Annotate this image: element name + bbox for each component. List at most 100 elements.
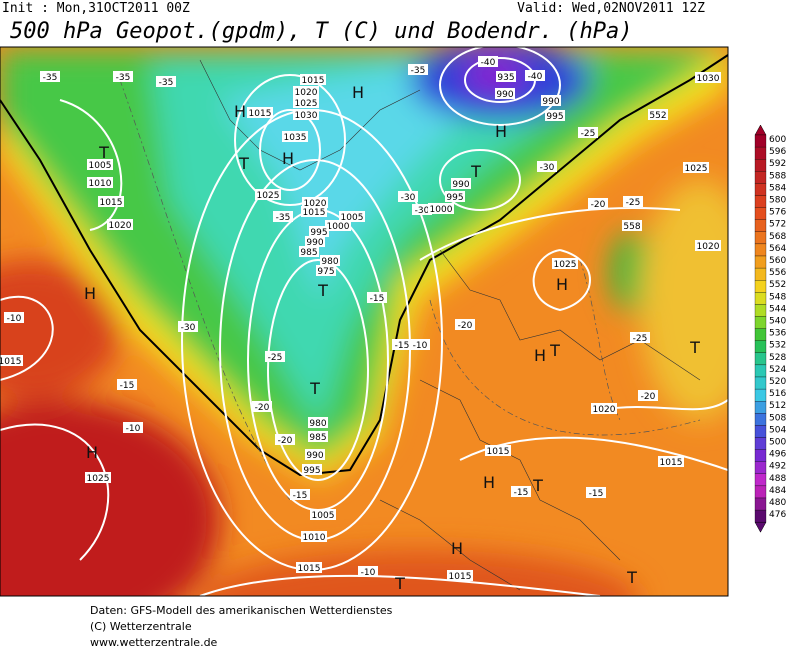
label-box: [87, 177, 113, 188]
pressure-center: T: [549, 341, 560, 360]
contour-label: 1015: [660, 458, 683, 468]
label-box: [85, 472, 111, 483]
label-box: [117, 379, 137, 390]
pressure-center: T: [238, 154, 249, 173]
colorbar-label: 556: [769, 268, 786, 278]
label-box: [178, 321, 198, 332]
contour-label: 985: [300, 248, 317, 258]
pressure-center: H: [483, 473, 495, 492]
contour-label: 1030: [295, 111, 318, 121]
label-box: [255, 189, 281, 200]
pressure-center: H: [86, 443, 98, 462]
colorbar-swatch: [754, 183, 767, 196]
contour-label: 1010: [89, 179, 112, 189]
colorbar-swatch: [754, 401, 767, 414]
colorbar-swatch: [754, 485, 767, 499]
label-box: [496, 71, 516, 82]
label-box: [630, 332, 650, 343]
colorbar-swatch: [754, 195, 767, 208]
contour-label: -25: [626, 198, 641, 208]
label-box: [4, 312, 24, 323]
label-box: [301, 531, 327, 542]
valid-time: Valid: Wed,02NOV2011 12Z: [517, 1, 705, 16]
label-box: [586, 487, 606, 498]
colorbar-label: 548: [769, 292, 786, 302]
label-box: [552, 258, 578, 269]
contour-label: -10: [126, 424, 141, 434]
colorbar-label: 524: [769, 365, 786, 375]
label-box: [301, 206, 327, 217]
label-box: [525, 70, 545, 81]
colorbar-swatch: [754, 376, 767, 390]
label-box: [339, 211, 365, 222]
colorbar-swatch: [754, 292, 767, 305]
label-box: [300, 74, 326, 85]
pressure-center: T: [626, 568, 637, 587]
contour-label: 935: [497, 73, 514, 83]
contour-label: 1020: [697, 242, 720, 252]
contour-label: 1015: [0, 357, 21, 367]
colorbar-swatch: [754, 171, 767, 184]
label-box: [485, 445, 511, 456]
label-box: [123, 422, 143, 433]
label-box: [265, 351, 285, 362]
colorbar-swatch: [754, 134, 767, 148]
contour-label: -35: [43, 73, 58, 83]
contour-label: 990: [306, 451, 323, 461]
map-title: 500 hPa Geopot.(gpdm), T (C) und Bodendr…: [10, 19, 633, 44]
footer-line: www.wetterzentrale.de: [90, 636, 218, 648]
contour-label: 980: [309, 419, 326, 429]
colorbar-label: 584: [769, 183, 786, 193]
colorbar-swatch: [754, 352, 767, 366]
contour-label: -35: [276, 213, 291, 223]
contour-label: 1005: [89, 161, 112, 171]
contour-label: 1020: [109, 221, 132, 231]
label-box: [308, 417, 328, 428]
pressure-center: H: [282, 149, 294, 168]
contour-label: 975: [317, 267, 334, 277]
colorbar-label: 572: [769, 220, 786, 230]
label-box: [695, 72, 721, 83]
pressure-center: T: [689, 338, 700, 357]
contour-label: 995: [303, 466, 320, 476]
colorbar-swatch: [754, 328, 767, 341]
contour-label: 990: [496, 90, 513, 100]
label-box: [299, 246, 319, 257]
contour-label: 1020: [304, 199, 327, 209]
map-frame: [0, 46, 729, 597]
contour-label: 1015: [302, 76, 325, 86]
label-box: [588, 198, 608, 209]
label-box: [495, 88, 515, 99]
contour-label: -30: [540, 163, 555, 173]
colorbar-label: 580: [769, 196, 786, 206]
label-box: [367, 292, 387, 303]
colorbar-label: 528: [769, 353, 786, 363]
pressure-center: T: [317, 281, 328, 300]
colorbar-swatch: [754, 146, 767, 160]
colorbar-label: 504: [769, 425, 786, 435]
pressure-center: H: [84, 284, 96, 303]
contour-label: -15: [293, 491, 308, 501]
colorbar-swatch: [754, 449, 767, 462]
contour-label: -20: [591, 200, 606, 210]
contour-label: -20: [458, 321, 473, 331]
contour-label: 1030: [697, 74, 720, 84]
label-box: [290, 489, 310, 500]
contour-label: -30: [415, 206, 430, 216]
colorbar-swatch: [754, 425, 767, 438]
contour-label: -15: [514, 488, 529, 498]
colorbar-swatch: [754, 437, 767, 450]
colorbar-label: 488: [769, 474, 786, 484]
contour-label: 1015: [449, 572, 472, 582]
colorbar-swatch: [754, 461, 767, 474]
colorbar-arrow: [754, 521, 767, 533]
contour-label: 1020: [593, 405, 616, 415]
label-box: [658, 456, 684, 467]
label-box: [537, 161, 557, 172]
contour-label: -35: [411, 66, 426, 76]
colorbar-swatch: [754, 255, 767, 269]
colorbar-swatch: [754, 364, 767, 378]
label-box: [591, 403, 617, 414]
contour-label: -30: [401, 193, 416, 203]
label-box: [310, 509, 336, 520]
